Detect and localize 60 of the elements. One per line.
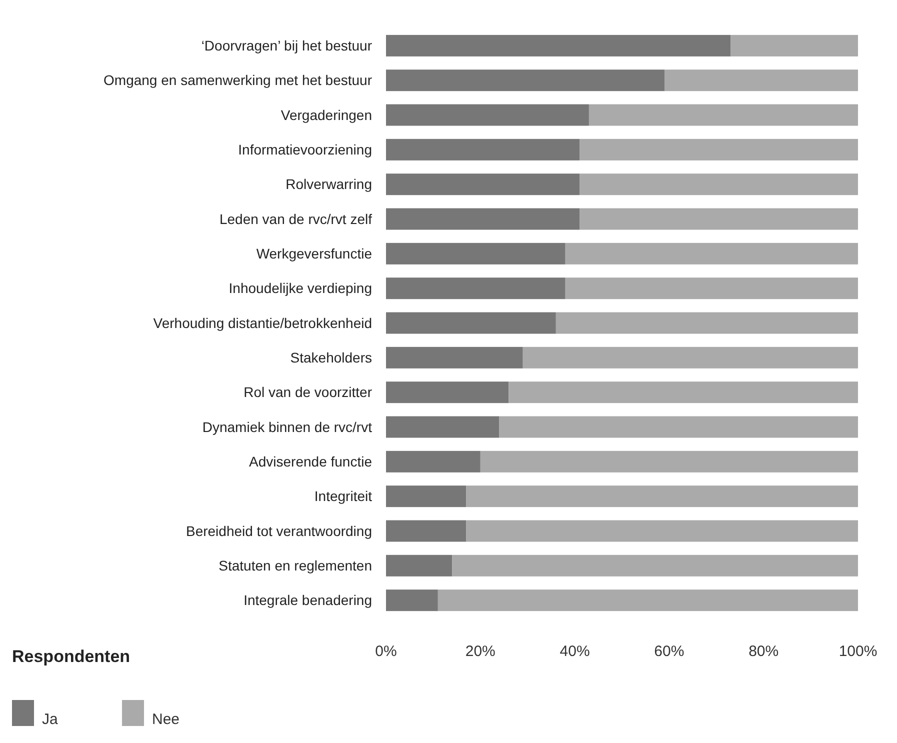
bar [508, 382, 858, 404]
bar [386, 278, 566, 300]
y-tick-label: Inhoudelijke verdieping [228, 280, 372, 296]
bar [386, 208, 580, 230]
y-tick-label: Integrale benadering [244, 592, 372, 608]
y-tick-label: Verhouding distantie/betrokkenheid [153, 314, 372, 331]
y-tick-label: Statuten en reglementen [218, 558, 372, 574]
x-tick-label: 60% [654, 643, 684, 660]
bar [386, 450, 480, 472]
bar [580, 174, 858, 196]
bar [466, 520, 858, 542]
bar [565, 242, 858, 264]
y-tick-label: Rol van de voorzitter [244, 384, 372, 400]
x-tick-label: 80% [748, 643, 779, 660]
y-tick-label: Leden van de rvc/rvt zelf [219, 210, 372, 227]
bar [580, 208, 858, 230]
bar [565, 278, 858, 300]
bar [386, 174, 580, 196]
bar [730, 34, 858, 56]
y-tick-label: Vergaderingen [280, 106, 372, 123]
y-tick-label: ‘Doorvragen’ bij het bestuur [201, 38, 372, 54]
bar [386, 554, 452, 576]
bar [438, 590, 858, 612]
x-tick-label: 100% [838, 643, 878, 660]
y-tick-label: Rolverwarring [286, 176, 372, 192]
x-tick-label: 20% [465, 643, 496, 660]
legend-label: Nee [152, 711, 180, 728]
bar [386, 34, 731, 56]
bar [386, 520, 466, 542]
y-tick-label: Adviserende functie [249, 454, 372, 470]
bar [522, 346, 858, 368]
bar [588, 104, 858, 126]
y-tick-label: Omgang en samenwerking met het bestuur [104, 72, 372, 88]
bar [386, 416, 500, 438]
bar [386, 242, 566, 264]
bar [386, 590, 438, 612]
bar [386, 104, 589, 126]
x-tick-label: 40% [560, 643, 590, 660]
y-tick-label: Bereidheid tot verantwoording [186, 522, 372, 539]
bar [664, 70, 858, 92]
bar [386, 346, 523, 368]
bar [386, 312, 556, 334]
bar [556, 312, 858, 334]
bar [580, 138, 858, 160]
y-tick-label: Stakeholders [290, 350, 372, 366]
x-tick-label: 0% [375, 643, 397, 660]
bar [480, 450, 858, 472]
y-tick-label: Dynamiek binnen de rvc/rvt [202, 418, 372, 435]
y-tick-label: Informatievoorziening [238, 142, 372, 158]
y-tick-label: Werkgeversfunctie [256, 246, 372, 262]
bar [386, 382, 509, 404]
bar [386, 138, 580, 160]
bar [386, 70, 664, 92]
legend-label: Ja [42, 711, 58, 728]
bar [466, 486, 858, 508]
bar [499, 416, 858, 438]
bar [452, 554, 858, 576]
legend-title: Respondenten [12, 647, 130, 666]
y-tick-label: Integriteit [314, 488, 372, 504]
bar [386, 486, 466, 508]
